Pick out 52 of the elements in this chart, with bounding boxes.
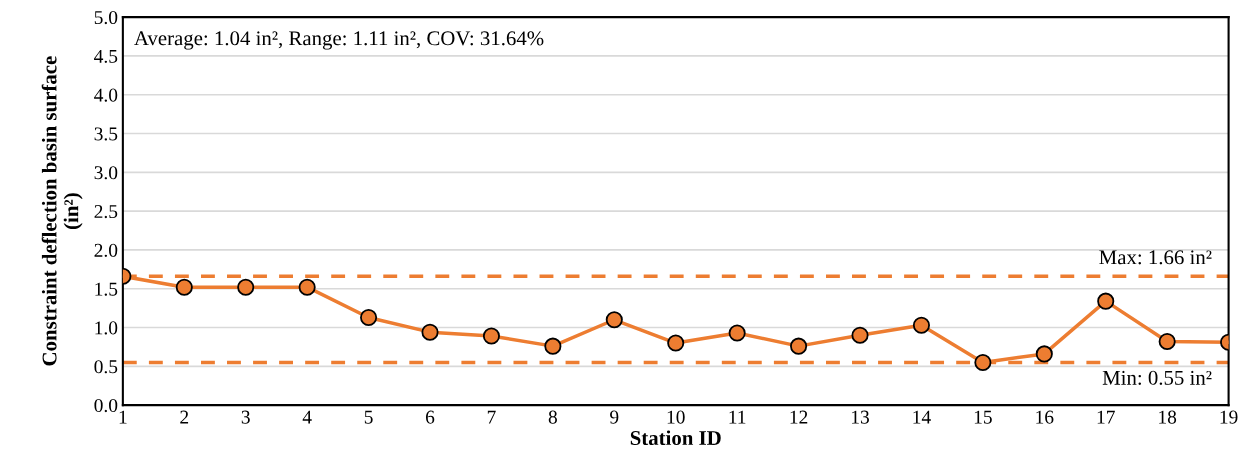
x-tick-label: 19 xyxy=(1220,410,1238,424)
y-tick-label: 0.0 xyxy=(94,398,118,413)
y-tick-label: 1.5 xyxy=(95,282,118,296)
point xyxy=(237,278,255,296)
point xyxy=(1097,292,1115,310)
x-tick-label: 9 xyxy=(610,410,619,424)
x-tick-label: 14 xyxy=(913,410,931,424)
point xyxy=(912,316,930,334)
x-tick-label: 7 xyxy=(487,410,496,424)
x-tick-label: 3 xyxy=(241,410,250,424)
y-tick-label: 5.0 xyxy=(94,10,118,25)
point xyxy=(421,323,439,341)
y-axis-title: Constraint deflection basin surface (in²) xyxy=(41,56,83,366)
point xyxy=(298,278,316,296)
y-tick-label: 2.5 xyxy=(94,205,118,219)
x-axis-title: Station ID xyxy=(630,430,721,446)
y-tick-label: 1.0 xyxy=(95,321,118,335)
x-tick-label: 13 xyxy=(852,410,869,424)
x-tick-label: 8 xyxy=(548,410,557,424)
x-tick-label: 2 xyxy=(180,410,189,424)
ref-line-label: Min: 0.55 in² xyxy=(1102,370,1212,385)
x-tick-label: 17 xyxy=(1097,410,1115,424)
point xyxy=(605,311,623,329)
y-tick-label: 4.0 xyxy=(94,88,118,102)
y-tick-label: 3.5 xyxy=(94,127,118,141)
x-tick-label: 15 xyxy=(974,410,992,424)
y-tick-label: 3.0 xyxy=(94,166,118,180)
point xyxy=(974,353,992,371)
annotation: Average: 1.04 in², Range: 1.11 in², COV: 31.64% xyxy=(134,31,544,50)
x-tick-label: 5 xyxy=(364,410,373,424)
point xyxy=(175,278,193,296)
x-tick-label: 1 xyxy=(119,410,127,424)
point xyxy=(851,326,869,344)
x-tick-label: 12 xyxy=(790,410,808,424)
x-tick-label: 11 xyxy=(729,410,746,424)
y-tick-label: 2.0 xyxy=(94,243,118,257)
x-tick-label: 18 xyxy=(1159,410,1177,424)
y-tick-label: 0.5 xyxy=(94,360,118,374)
point xyxy=(790,337,808,355)
point xyxy=(482,327,500,345)
point xyxy=(544,337,562,355)
point xyxy=(1158,332,1176,351)
y-tick-label: 4.5 xyxy=(94,49,118,63)
ref-line-label: Max: 1.66 in² xyxy=(1099,250,1212,265)
point xyxy=(1035,345,1053,363)
x-tick-label: 16 xyxy=(1036,410,1054,424)
point xyxy=(728,324,746,342)
point xyxy=(667,334,685,352)
x-tick-label: 4 xyxy=(302,410,312,424)
x-tick-label: 6 xyxy=(425,410,435,424)
point xyxy=(360,308,378,326)
x-tick-label: 10 xyxy=(667,410,685,424)
